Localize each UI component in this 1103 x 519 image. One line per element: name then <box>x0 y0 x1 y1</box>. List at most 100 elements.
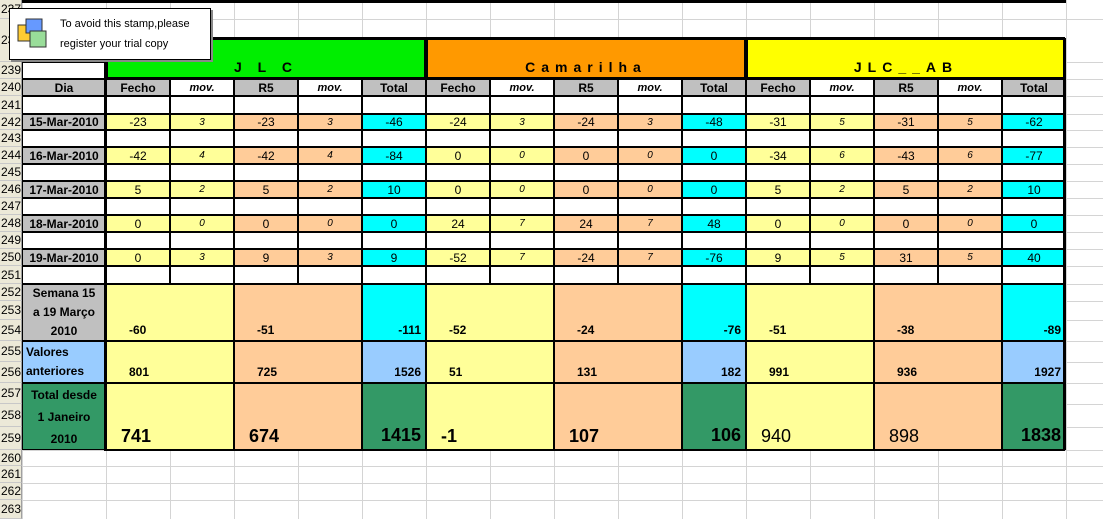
row-number[interactable]: 248 <box>0 215 22 232</box>
value-cell[interactable]: -48 <box>682 114 746 130</box>
blank-row-cell[interactable] <box>490 198 554 215</box>
summary-value[interactable]: -24 <box>554 284 682 341</box>
blank-row-cell[interactable] <box>362 130 426 147</box>
blank-row-cell[interactable] <box>1002 130 1066 147</box>
row-number[interactable]: 258 <box>0 404 22 427</box>
blank-row-cell[interactable] <box>554 130 618 147</box>
blank-row-cell[interactable] <box>1002 266 1066 284</box>
value-cell[interactable]: 3 <box>298 249 362 266</box>
value-cell[interactable]: 9 <box>362 249 426 266</box>
blank-row-cell[interactable] <box>618 96 682 114</box>
row-number[interactable]: 257 <box>0 383 22 404</box>
blank-row-cell[interactable] <box>1002 96 1066 114</box>
summary-value[interactable]: -52 <box>426 284 554 341</box>
value-cell[interactable]: 3 <box>618 114 682 130</box>
blank-row-cell[interactable] <box>490 164 554 181</box>
row-number[interactable]: 246 <box>0 181 22 198</box>
blank-row-cell[interactable] <box>554 198 618 215</box>
value-cell[interactable]: 0 <box>426 181 490 198</box>
value-cell[interactable]: -62 <box>1002 114 1066 130</box>
blank-row-cell[interactable] <box>106 164 170 181</box>
row-number[interactable]: 239 <box>0 62 22 79</box>
value-cell[interactable]: -43 <box>874 147 938 164</box>
value-cell[interactable]: -76 <box>682 249 746 266</box>
value-cell[interactable]: 48 <box>682 215 746 232</box>
blank-row-cell[interactable] <box>682 198 746 215</box>
summary-value[interactable]: 991 <box>746 341 874 383</box>
value-cell[interactable]: 3 <box>298 114 362 130</box>
blank-row-cell[interactable] <box>170 130 234 147</box>
blank-row-cell[interactable] <box>170 164 234 181</box>
blank-row-cell[interactable] <box>810 266 874 284</box>
blank-row-cell[interactable] <box>362 164 426 181</box>
row-number[interactable]: 250 <box>0 249 22 266</box>
value-cell[interactable]: 31 <box>874 249 938 266</box>
blank-row-cell[interactable] <box>170 96 234 114</box>
value-cell[interactable]: 0 <box>426 147 490 164</box>
value-cell[interactable]: -23 <box>234 114 298 130</box>
blank-row-cell[interactable] <box>618 164 682 181</box>
blank-row-cell[interactable] <box>682 96 746 114</box>
value-cell[interactable]: 5 <box>810 114 874 130</box>
blank-row-cell[interactable] <box>22 96 106 114</box>
blank-row-cell[interactable] <box>746 164 810 181</box>
value-cell[interactable]: 0 <box>554 181 618 198</box>
value-cell[interactable]: 0 <box>810 215 874 232</box>
blank-row-cell[interactable] <box>938 130 1002 147</box>
summary-value[interactable]: 1526 <box>362 341 426 383</box>
value-cell[interactable]: 7 <box>618 215 682 232</box>
value-cell[interactable]: 0 <box>746 215 810 232</box>
value-cell[interactable]: 5 <box>234 181 298 198</box>
value-cell[interactable]: 0 <box>618 181 682 198</box>
day-date[interactable]: 16-Mar-2010 <box>22 147 106 164</box>
blank-row-cell[interactable] <box>234 232 298 249</box>
summary-value[interactable]: 940 <box>746 383 874 450</box>
summary-value[interactable]: 131 <box>554 341 682 383</box>
row-number[interactable]: 240 <box>0 79 22 96</box>
value-cell[interactable]: 6 <box>810 147 874 164</box>
blank-row-cell[interactable] <box>938 198 1002 215</box>
summary-value[interactable]: 898 <box>874 383 1002 450</box>
blank-row-cell[interactable] <box>618 266 682 284</box>
summary-value[interactable]: 725 <box>234 341 362 383</box>
summary-value[interactable]: 106 <box>682 383 746 450</box>
value-cell[interactable]: 7 <box>490 215 554 232</box>
blank-row-cell[interactable] <box>362 232 426 249</box>
row-number[interactable]: 252 <box>0 284 22 301</box>
blank-row-cell[interactable] <box>682 130 746 147</box>
row-number[interactable]: 262 <box>0 483 22 500</box>
value-cell[interactable]: 0 <box>938 215 1002 232</box>
blank-row-cell[interactable] <box>298 266 362 284</box>
row-number[interactable]: 243 <box>0 130 22 147</box>
blank-row-cell[interactable] <box>490 266 554 284</box>
blank-row-cell[interactable] <box>874 130 938 147</box>
blank-row-cell[interactable] <box>618 130 682 147</box>
value-cell[interactable]: 5 <box>938 249 1002 266</box>
value-cell[interactable]: 0 <box>106 215 170 232</box>
summary-label-desde[interactable]: Total desde 1 Janeiro 2010 <box>22 383 106 450</box>
summary-label-semana[interactable]: Semana 15 a 19 Março 2010 <box>22 284 106 341</box>
blank-row-cell[interactable] <box>810 198 874 215</box>
day-date[interactable]: 15-Mar-2010 <box>22 114 106 130</box>
blank-row-cell[interactable] <box>426 232 490 249</box>
value-cell[interactable]: 0 <box>298 215 362 232</box>
blank-row-cell[interactable] <box>298 164 362 181</box>
value-cell[interactable]: -46 <box>362 114 426 130</box>
row-number[interactable]: 244 <box>0 147 22 164</box>
blank-row-cell[interactable] <box>234 164 298 181</box>
blank-row-cell[interactable] <box>938 266 1002 284</box>
blank-row-cell[interactable] <box>682 266 746 284</box>
blank-row-cell[interactable] <box>234 130 298 147</box>
value-cell[interactable]: 9 <box>234 249 298 266</box>
value-cell[interactable]: 5 <box>938 114 1002 130</box>
row-number[interactable]: 256 <box>0 362 22 383</box>
value-cell[interactable]: 5 <box>810 249 874 266</box>
blank-row-cell[interactable] <box>170 198 234 215</box>
day-date[interactable]: 17-Mar-2010 <box>22 181 106 198</box>
blank-row-cell[interactable] <box>938 232 1002 249</box>
summary-value[interactable]: -111 <box>362 284 426 341</box>
day-date[interactable]: 19-Mar-2010 <box>22 249 106 266</box>
value-cell[interactable]: 24 <box>426 215 490 232</box>
blank-row-cell[interactable] <box>618 198 682 215</box>
value-cell[interactable]: 10 <box>362 181 426 198</box>
